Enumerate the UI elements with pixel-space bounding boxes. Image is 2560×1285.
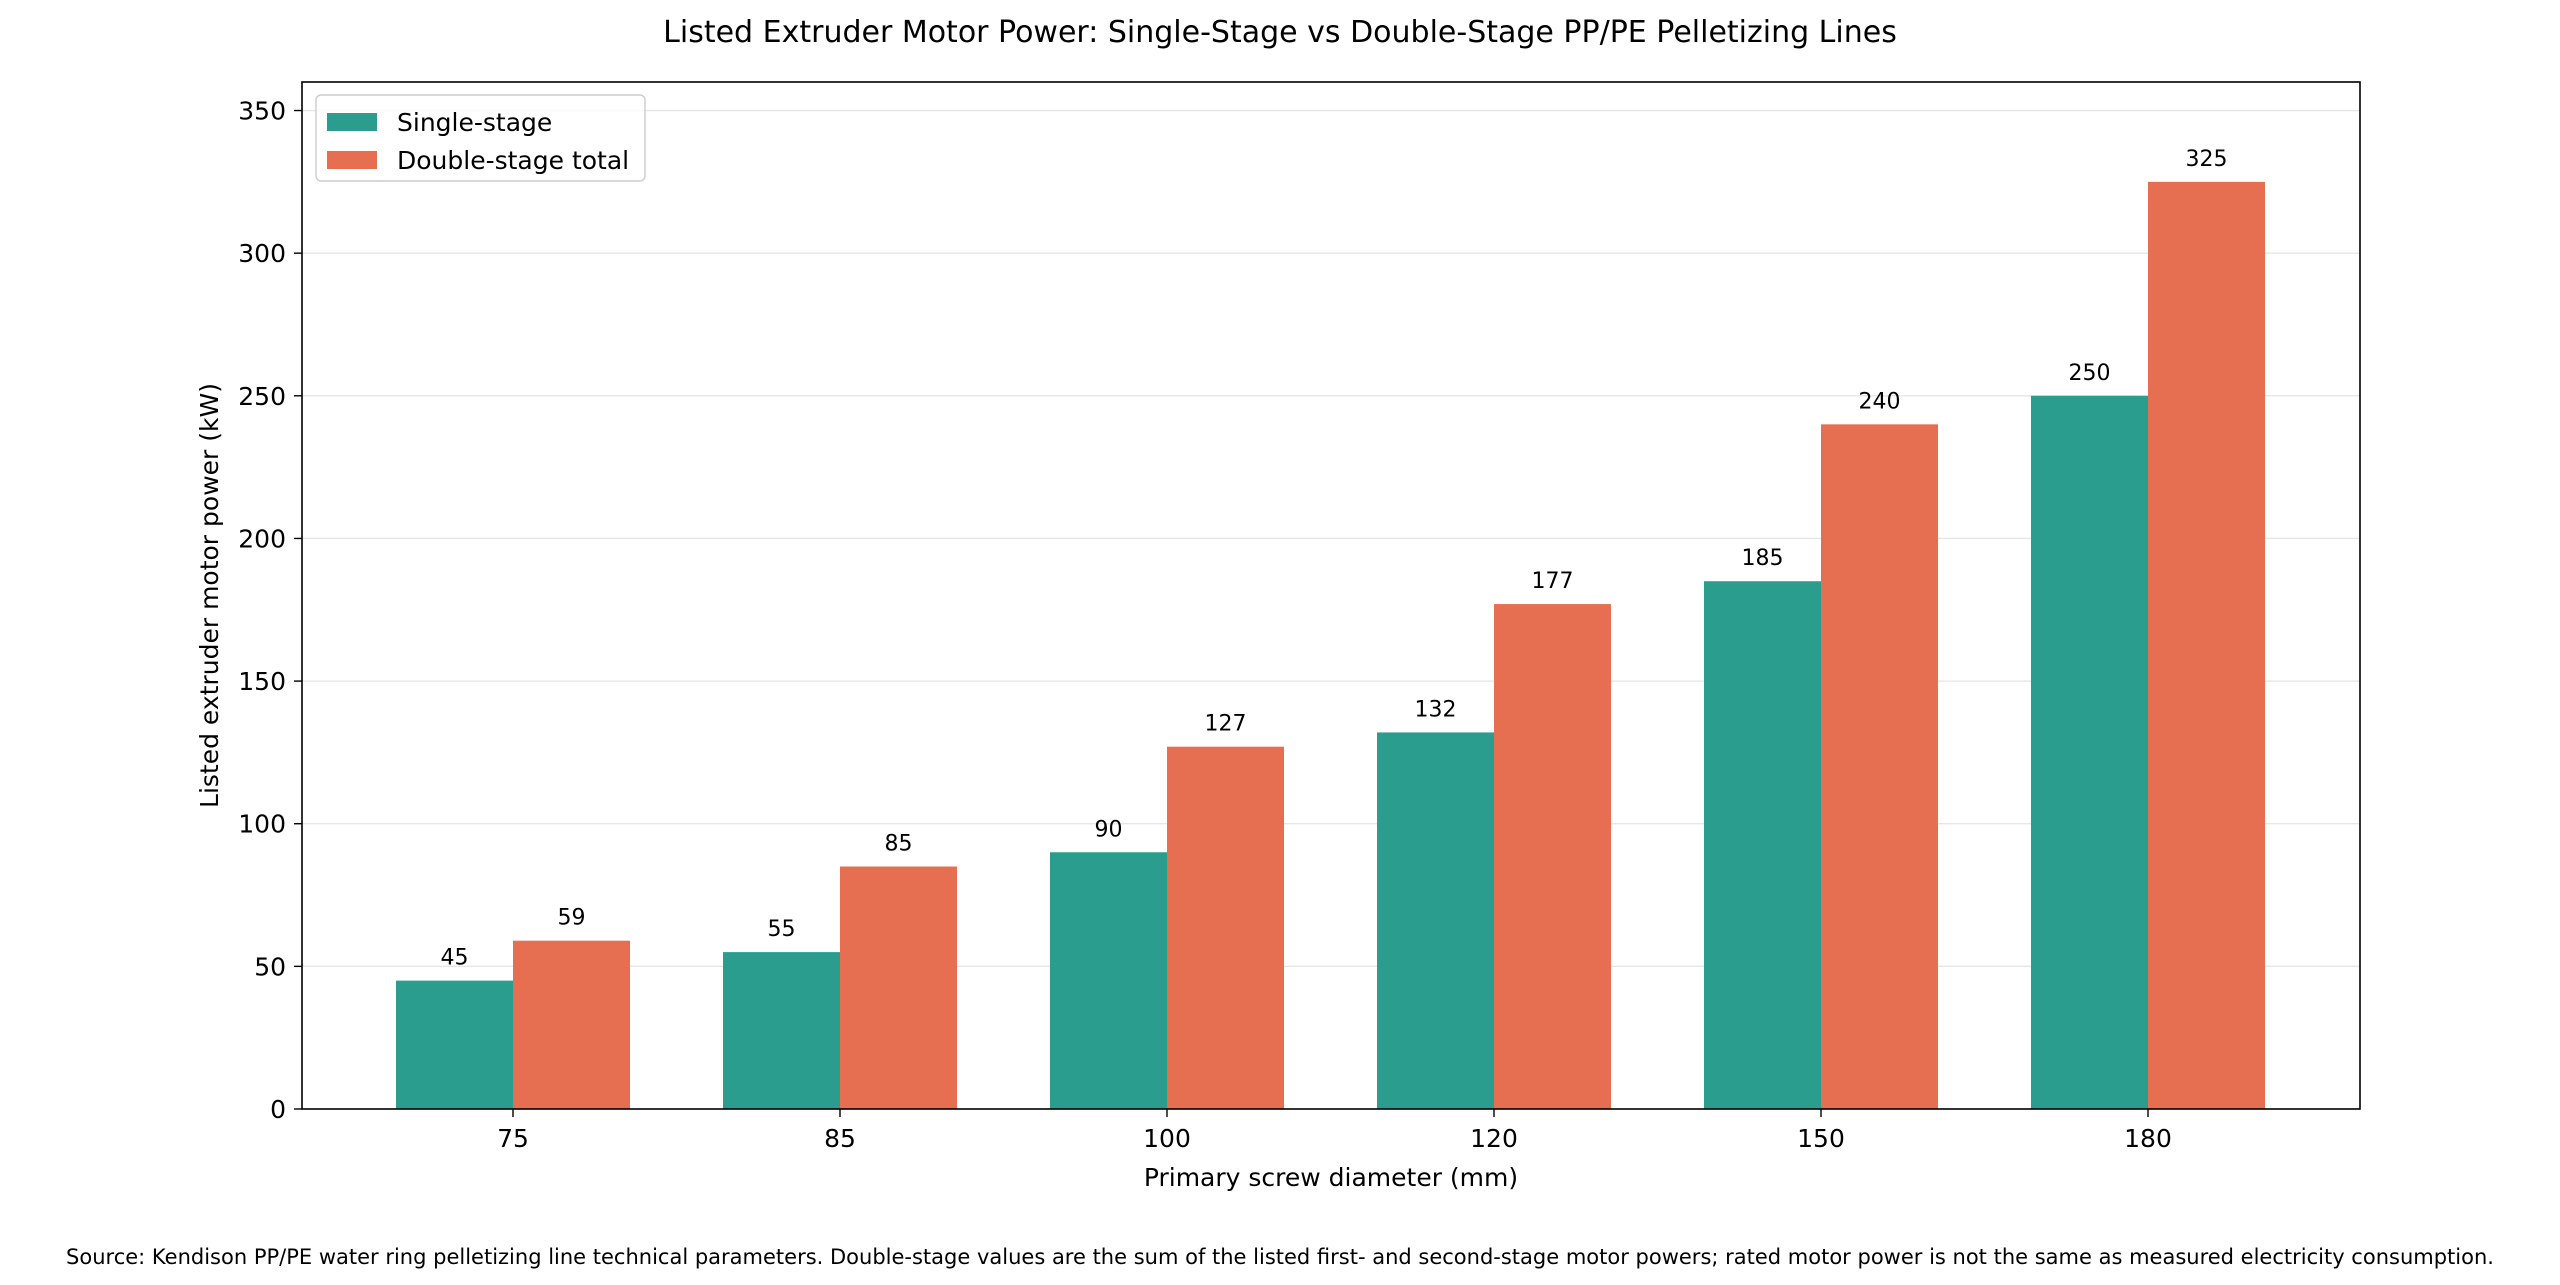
data-labels: 45 59 55 85 90 127 132 177 185 240 250 325 (441, 147, 2228, 971)
x-tick-label: 150 (1797, 1124, 1845, 1153)
legend-swatch (327, 113, 377, 131)
y-tick-label: 0 (270, 1095, 286, 1124)
bar-value-label: 127 (1205, 712, 1247, 737)
source-note: Source: Kendison PP/PE water ring pellet… (66, 1245, 2494, 1269)
legend-box (315, 94, 646, 182)
plot-frame (301, 81, 2361, 1110)
y-tick-label: 150 (238, 667, 286, 696)
bar-double-stage-total-150 (1821, 424, 1938, 1109)
x-tick-label: 180 (2124, 1124, 2172, 1153)
axes: 0 50 100 150 200 250 300 350 75 85 100 120 150 180 (238, 97, 2172, 1153)
bar-value-label: 59 (558, 906, 586, 931)
legend-label: Single-stage (397, 108, 552, 137)
legend-swatch (327, 151, 377, 169)
bar-value-label: 177 (1532, 569, 1574, 594)
bar-double-stage-total-85 (840, 866, 957, 1109)
bar-single-stage-150 (1704, 581, 1821, 1109)
y-tick-label: 50 (254, 952, 286, 981)
bar-value-label: 132 (1415, 697, 1457, 722)
bar-single-stage-85 (723, 952, 840, 1109)
bar-single-stage-120 (1377, 732, 1494, 1109)
y-axis-title: Listed extruder motor power (kW) (195, 383, 224, 808)
gridlines (302, 109, 2360, 968)
bar-double-stage-total-75 (513, 940, 630, 1109)
chart-title: Listed Extruder Motor Power: Single-Stag… (663, 15, 1897, 50)
bars (396, 181, 2265, 1109)
y-tick-label: 200 (238, 524, 286, 553)
legend-label: Double-stage total (397, 146, 629, 175)
y-tick-label: 350 (238, 97, 286, 126)
bar-value-label: 325 (2186, 147, 2228, 172)
bar-double-stage-total-120 (1494, 604, 1611, 1109)
x-tick-label: 100 (1143, 1124, 1191, 1153)
bar-value-label: 85 (885, 832, 913, 857)
legend: Single-stage Double-stage total (315, 94, 646, 182)
y-tick-label: 100 (238, 810, 286, 839)
bar-value-label: 240 (1859, 389, 1901, 414)
x-axis-title: Primary screw diameter (mm) (1144, 1163, 1518, 1192)
y-tick-label: 300 (238, 239, 286, 268)
bar-double-stage-total-100 (1167, 746, 1284, 1109)
bar-single-stage-75 (396, 980, 513, 1109)
bar-value-label: 90 (1095, 817, 1123, 842)
bar-single-stage-180 (2031, 395, 2148, 1109)
bar-value-label: 185 (1742, 546, 1784, 571)
bar-value-label: 55 (768, 917, 796, 942)
y-tick-label: 250 (238, 382, 286, 411)
bar-value-label: 250 (2069, 361, 2111, 386)
x-tick-label: 120 (1470, 1124, 1518, 1153)
bar-value-label: 45 (441, 946, 469, 971)
x-tick-label: 85 (824, 1124, 856, 1153)
bar-single-stage-100 (1050, 852, 1167, 1109)
x-tick-label: 75 (497, 1124, 529, 1153)
bar-double-stage-total-180 (2148, 181, 2265, 1109)
